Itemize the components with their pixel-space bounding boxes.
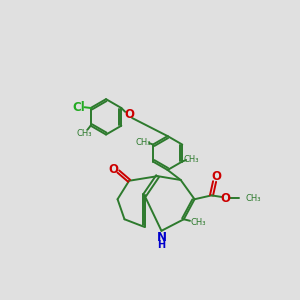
Text: H: H bbox=[158, 240, 166, 250]
Text: N: N bbox=[157, 231, 166, 244]
Text: CH₃: CH₃ bbox=[136, 138, 152, 147]
Text: CH₃: CH₃ bbox=[77, 129, 92, 138]
Text: O: O bbox=[109, 164, 119, 176]
Text: O: O bbox=[211, 170, 221, 183]
Text: CH₃: CH₃ bbox=[245, 194, 261, 203]
Text: CH₃: CH₃ bbox=[184, 155, 199, 164]
Text: O: O bbox=[220, 192, 230, 205]
Text: Cl: Cl bbox=[72, 101, 85, 114]
Text: CH₃: CH₃ bbox=[191, 218, 206, 227]
Text: O: O bbox=[124, 108, 134, 122]
